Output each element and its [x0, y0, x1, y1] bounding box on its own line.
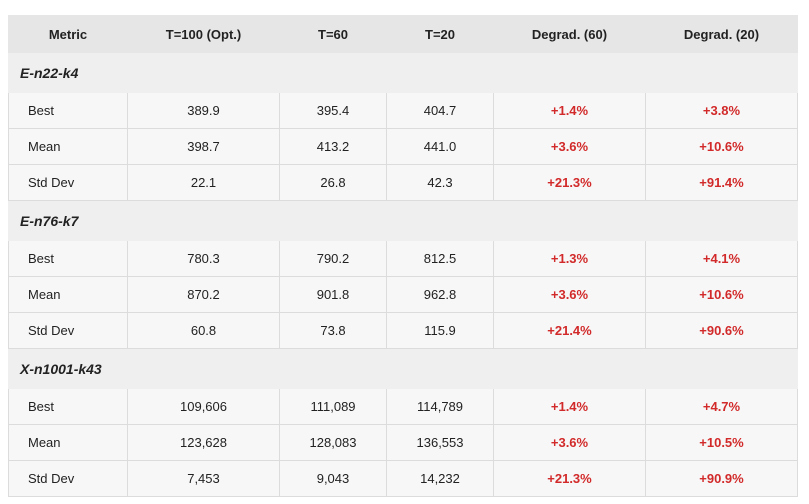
degrad-20-cell: +10.6%: [645, 276, 798, 313]
header-row: Metric T=100 (Opt.) T=60 T=20 Degrad. (6…: [8, 15, 798, 53]
group-header-row: X-n1001-k43: [8, 348, 798, 389]
degrad-20-cell: +10.5%: [645, 424, 798, 461]
t100-cell: 109,606: [127, 388, 280, 425]
table-row: Best 389.9 395.4 404.7 +1.4% +3.8%: [8, 92, 798, 129]
group-header-row: E-n76-k7: [8, 200, 798, 241]
t100-cell: 7,453: [127, 460, 280, 497]
t100-cell: 780.3: [127, 240, 280, 277]
table-row: Std Dev 7,453 9,043 14,232 +21.3% +90.9%: [8, 460, 798, 497]
table-row: Mean 870.2 901.8 962.8 +3.6% +10.6%: [8, 276, 798, 313]
t20-cell: 441.0: [386, 128, 494, 165]
degrad-60-cell: +21.4%: [493, 312, 646, 349]
t100-cell: 389.9: [127, 92, 280, 129]
t100-cell: 60.8: [127, 312, 280, 349]
table-row: Mean 398.7 413.2 441.0 +3.6% +10.6%: [8, 128, 798, 165]
results-table: Metric T=100 (Opt.) T=60 T=20 Degrad. (6…: [8, 15, 798, 497]
degrad-20-cell: +90.9%: [645, 460, 798, 497]
column-header-t20: T=20: [386, 15, 494, 53]
column-header-metric: Metric: [8, 15, 128, 53]
t60-cell: 111,089: [279, 388, 387, 425]
table-row: Best 780.3 790.2 812.5 +1.3% +4.1%: [8, 240, 798, 277]
group-title: E-n76-k7: [8, 200, 798, 241]
degrad-60-cell: +1.4%: [493, 92, 646, 129]
t60-cell: 26.8: [279, 164, 387, 201]
degrad-60-cell: +3.6%: [493, 276, 646, 313]
degrad-60-cell: +1.3%: [493, 240, 646, 277]
degrad-60-cell: +21.3%: [493, 460, 646, 497]
t60-cell: 73.8: [279, 312, 387, 349]
t20-cell: 136,553: [386, 424, 494, 461]
metric-cell: Mean: [8, 276, 128, 313]
t60-cell: 790.2: [279, 240, 387, 277]
t60-cell: 9,043: [279, 460, 387, 497]
column-header-degrad-60: Degrad. (60): [493, 15, 646, 53]
degrad-20-cell: +4.7%: [645, 388, 798, 425]
degrad-60-cell: +3.6%: [493, 424, 646, 461]
t100-cell: 22.1: [127, 164, 280, 201]
metric-cell: Best: [8, 388, 128, 425]
degrad-20-cell: +90.6%: [645, 312, 798, 349]
t20-cell: 114,789: [386, 388, 494, 425]
t20-cell: 812.5: [386, 240, 494, 277]
t20-cell: 42.3: [386, 164, 494, 201]
degrad-20-cell: +3.8%: [645, 92, 798, 129]
table-row: Best 109,606 111,089 114,789 +1.4% +4.7%: [8, 388, 798, 425]
t20-cell: 14,232: [386, 460, 494, 497]
metric-cell: Mean: [8, 424, 128, 461]
table-row: Mean 123,628 128,083 136,553 +3.6% +10.5…: [8, 424, 798, 461]
degrad-20-cell: +10.6%: [645, 128, 798, 165]
metric-cell: Std Dev: [8, 164, 128, 201]
metric-cell: Best: [8, 92, 128, 129]
table-row: Std Dev 60.8 73.8 115.9 +21.4% +90.6%: [8, 312, 798, 349]
table-row: Std Dev 22.1 26.8 42.3 +21.3% +91.4%: [8, 164, 798, 201]
t100-cell: 123,628: [127, 424, 280, 461]
t60-cell: 395.4: [279, 92, 387, 129]
degrad-20-cell: +4.1%: [645, 240, 798, 277]
t60-cell: 901.8: [279, 276, 387, 313]
group-title: E-n22-k4: [8, 52, 798, 93]
t100-cell: 870.2: [127, 276, 280, 313]
column-header-degrad-20: Degrad. (20): [645, 15, 798, 53]
metric-cell: Std Dev: [8, 312, 128, 349]
metric-cell: Best: [8, 240, 128, 277]
degrad-60-cell: +3.6%: [493, 128, 646, 165]
column-header-t60: T=60: [279, 15, 387, 53]
metric-cell: Std Dev: [8, 460, 128, 497]
t20-cell: 404.7: [386, 92, 494, 129]
degrad-20-cell: +91.4%: [645, 164, 798, 201]
t20-cell: 115.9: [386, 312, 494, 349]
degrad-60-cell: +21.3%: [493, 164, 646, 201]
degrad-60-cell: +1.4%: [493, 388, 646, 425]
t20-cell: 962.8: [386, 276, 494, 313]
group-header-row: E-n22-k4: [8, 52, 798, 93]
table-container: Metric T=100 (Opt.) T=60 T=20 Degrad. (6…: [8, 15, 798, 497]
column-header-t100: T=100 (Opt.): [127, 15, 280, 53]
metric-cell: Mean: [8, 128, 128, 165]
group-title: X-n1001-k43: [8, 348, 798, 389]
t60-cell: 128,083: [279, 424, 387, 461]
t60-cell: 413.2: [279, 128, 387, 165]
t100-cell: 398.7: [127, 128, 280, 165]
